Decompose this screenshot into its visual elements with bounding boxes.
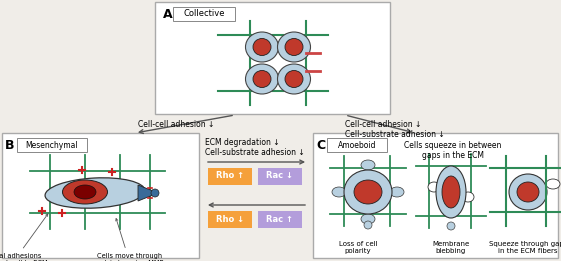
Text: ECM degradation ↓
Cell-substrate adhesion ↓: ECM degradation ↓ Cell-substrate adhesio…: [205, 138, 305, 157]
Ellipse shape: [278, 64, 310, 94]
Text: A: A: [163, 8, 173, 21]
Bar: [327, 138, 387, 152]
Text: Cell-cell adhesion ↓: Cell-cell adhesion ↓: [138, 120, 214, 129]
Bar: [258, 168, 302, 185]
Text: Cells move through
matrix by using MMPs
to degrade ECM: Cells move through matrix by using MMPs …: [94, 218, 167, 261]
Bar: [2, 133, 199, 258]
Text: Rac ↓: Rac ↓: [266, 171, 293, 181]
Text: Loss of cell
polarity: Loss of cell polarity: [339, 241, 378, 254]
Text: Rho ↑: Rho ↑: [216, 171, 244, 181]
Ellipse shape: [344, 170, 392, 214]
Ellipse shape: [462, 192, 474, 202]
Ellipse shape: [285, 39, 303, 56]
Text: C: C: [316, 139, 325, 152]
Text: Cell-cell adhesion ↓
Cell-substrate adhesion ↓: Cell-cell adhesion ↓ Cell-substrate adhe…: [345, 120, 445, 139]
Ellipse shape: [546, 179, 560, 189]
Ellipse shape: [509, 174, 547, 210]
Ellipse shape: [428, 182, 440, 192]
Ellipse shape: [246, 32, 278, 62]
Bar: [208, 211, 252, 228]
Ellipse shape: [390, 187, 404, 197]
Ellipse shape: [361, 160, 375, 170]
Polygon shape: [138, 185, 158, 201]
Bar: [313, 133, 558, 258]
Ellipse shape: [45, 178, 145, 208]
Bar: [173, 7, 235, 21]
Text: Rho ↓: Rho ↓: [216, 215, 244, 223]
Bar: [258, 211, 302, 228]
Bar: [208, 168, 252, 185]
Text: Squeeze through gaps
in the ECM fibers: Squeeze through gaps in the ECM fibers: [489, 241, 561, 254]
Ellipse shape: [253, 39, 271, 56]
Ellipse shape: [332, 187, 346, 197]
Ellipse shape: [285, 70, 303, 87]
Bar: [155, 2, 390, 114]
Text: Membrane
blebbing: Membrane blebbing: [433, 241, 470, 254]
Ellipse shape: [354, 180, 382, 204]
Ellipse shape: [246, 64, 278, 94]
Text: Mesenchymal: Mesenchymal: [26, 140, 79, 150]
Ellipse shape: [278, 32, 310, 62]
Bar: [17, 138, 87, 152]
Ellipse shape: [364, 221, 372, 229]
Text: Cells squeeze in between
gaps in the ECM: Cells squeeze in between gaps in the ECM: [404, 141, 502, 161]
Text: Focal adhesions
connect cell to ECM: Focal adhesions connect cell to ECM: [0, 214, 48, 261]
Ellipse shape: [62, 180, 108, 204]
Ellipse shape: [253, 70, 271, 87]
Text: Collective: Collective: [183, 9, 225, 19]
Text: B: B: [5, 139, 15, 152]
Ellipse shape: [447, 222, 455, 230]
Ellipse shape: [442, 176, 460, 208]
Text: Amoeboid: Amoeboid: [338, 140, 376, 150]
Ellipse shape: [436, 166, 466, 218]
Ellipse shape: [361, 214, 375, 224]
Ellipse shape: [74, 185, 96, 199]
Ellipse shape: [517, 182, 539, 202]
Text: Rac ↑: Rac ↑: [266, 215, 293, 223]
Ellipse shape: [151, 189, 159, 197]
